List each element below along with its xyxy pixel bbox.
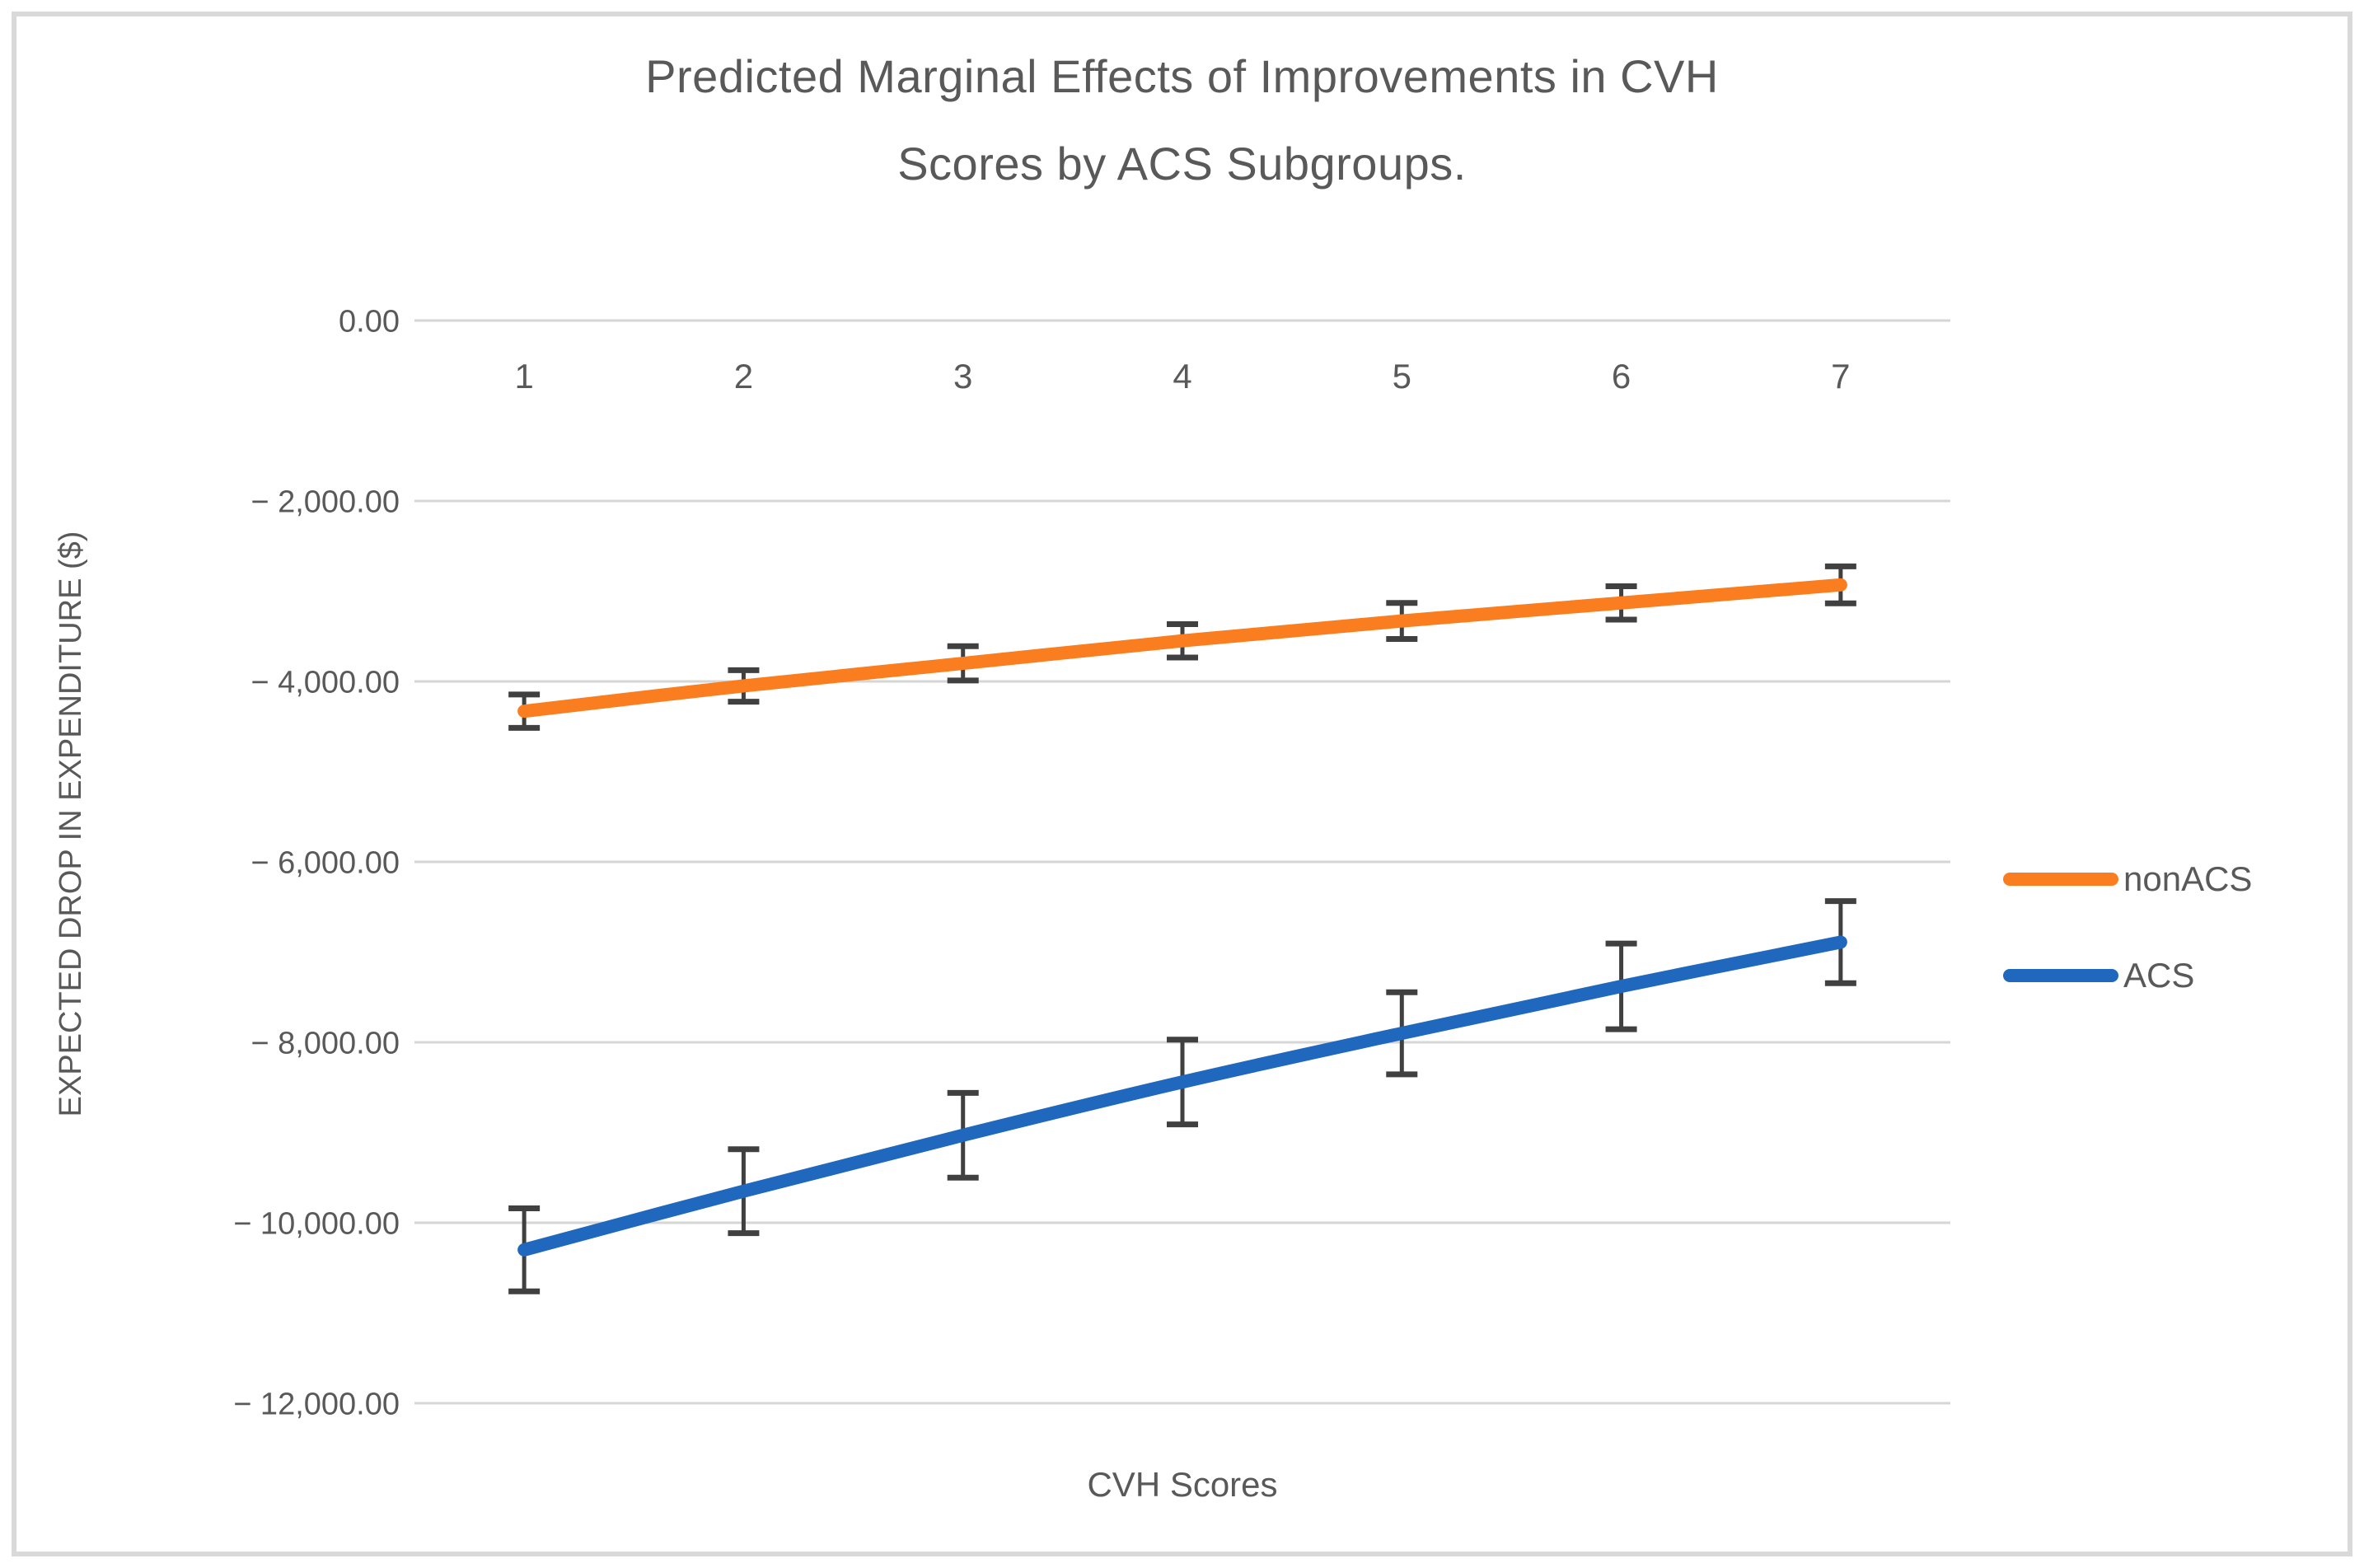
- chart-title-line1: Predicted Marginal Effects of Improvemen…: [645, 50, 1719, 102]
- y-tick-label: − 10,000.00: [233, 1206, 400, 1241]
- y-tick-label: − 4,000.00: [250, 665, 400, 700]
- y-tick-label: 0.00: [339, 304, 400, 339]
- y-tick-label: − 6,000.00: [250, 845, 400, 880]
- x-tick-label: 4: [1173, 357, 1191, 396]
- legend-label-acs: ACS: [2123, 956, 2195, 995]
- y-tick-label: − 8,000.00: [250, 1026, 400, 1060]
- legend-line-nonacs-icon: [2003, 873, 2118, 886]
- chart-title-line2: Scores by ACS Subgroups.: [897, 138, 1467, 190]
- x-tick-label: 1: [514, 357, 533, 396]
- x-axis-title: CVH Scores: [1087, 1465, 1278, 1504]
- legend-item-nonacs: nonACS: [2003, 859, 2252, 899]
- legend-line-acs-icon: [2003, 969, 2118, 982]
- series-line-ACS: [517, 935, 1847, 1257]
- legend-item-acs: ACS: [2003, 956, 2194, 995]
- legend-label-nonacs: nonACS: [2123, 859, 2253, 898]
- y-tick-label: − 2,000.00: [250, 484, 400, 519]
- x-tick-label: 7: [1831, 357, 1850, 396]
- x-tick-label: 6: [1612, 357, 1631, 396]
- series-line-nonACS: [517, 578, 1847, 718]
- x-tick-label: 2: [734, 357, 753, 396]
- x-tick-label: 3: [953, 357, 972, 396]
- chart-title: Predicted Marginal Effects of Improvemen…: [0, 33, 2364, 208]
- y-tick-label: − 12,000.00: [233, 1387, 400, 1421]
- x-tick-label: 5: [1393, 357, 1411, 396]
